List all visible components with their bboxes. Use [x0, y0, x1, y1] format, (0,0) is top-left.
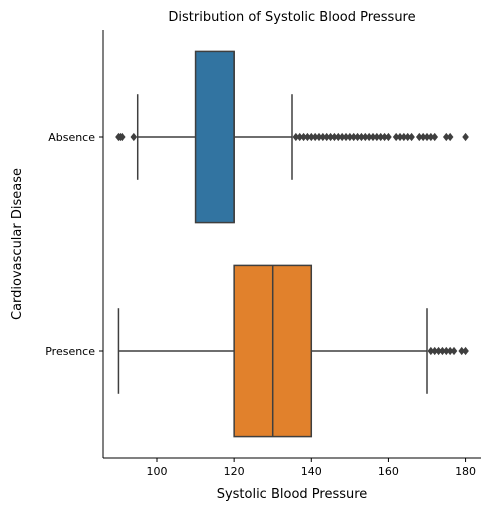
outlier-point-absence: [130, 132, 138, 142]
outlier-point-absence: [431, 132, 439, 142]
x-tick-label: 140: [301, 465, 322, 478]
plot-area: [115, 50, 469, 438]
x-axis-label: Systolic Blood Pressure: [217, 487, 368, 502]
y-tick-label: Absence: [48, 131, 95, 144]
outlier-point-absence: [118, 132, 126, 142]
outlier-point-presence: [450, 346, 458, 356]
x-tick-label: 100: [147, 465, 168, 478]
x-tick-label: 180: [455, 465, 476, 478]
box-group-presence: [117, 264, 469, 438]
y-tick-label: Presence: [45, 345, 95, 358]
chart-title: Distribution of Systolic Blood Pressure: [168, 10, 415, 25]
box-absence: [194, 50, 235, 224]
x-axis-ticks: 100 120 140 160 180: [147, 458, 476, 478]
outlier-point-presence: [462, 346, 469, 356]
box-group-absence: [115, 50, 469, 224]
x-tick-label: 120: [224, 465, 245, 478]
outlier-point-absence: [462, 132, 469, 142]
y-axis-label: Cardiovascular Disease: [10, 168, 25, 320]
y-axis-ticks: Absence Presence: [45, 131, 103, 358]
outlier-point-absence: [446, 132, 454, 142]
outlier-point-absence: [408, 132, 415, 142]
outlier-point-absence: [385, 132, 392, 142]
x-tick-label: 160: [378, 465, 399, 478]
